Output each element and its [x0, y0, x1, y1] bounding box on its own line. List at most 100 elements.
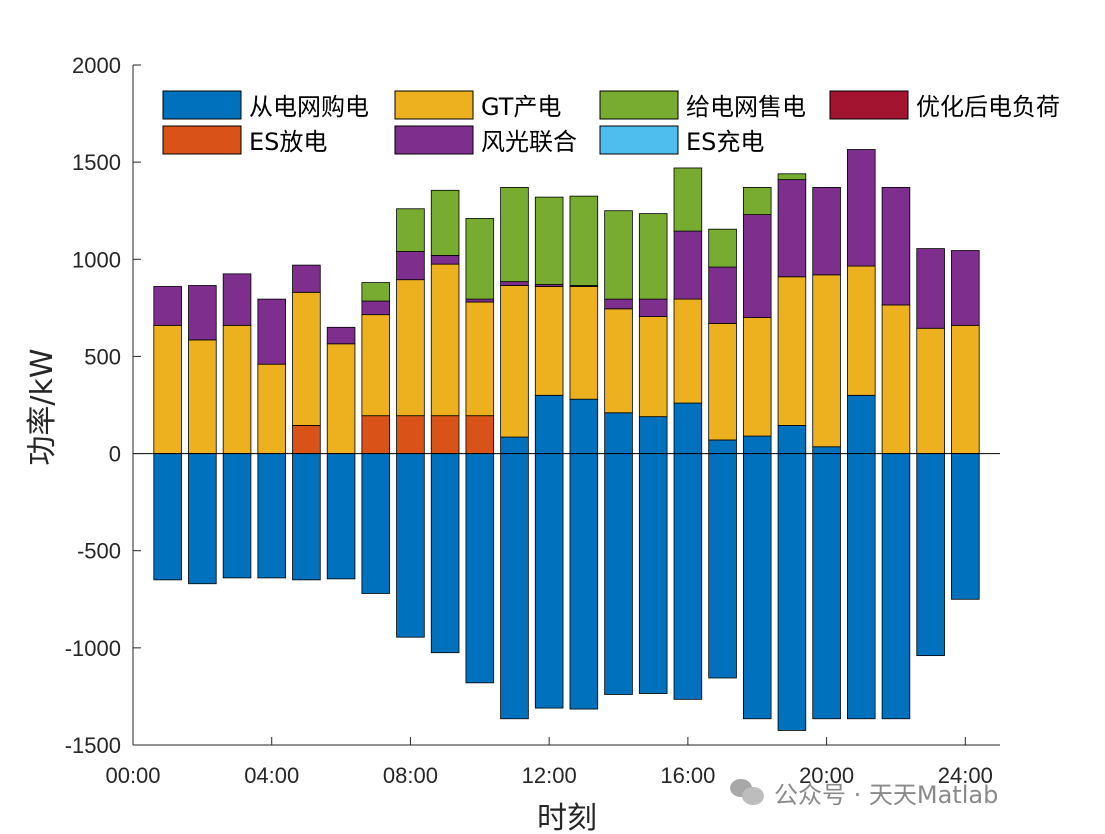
bar-风光联合-1 — [153, 286, 182, 326]
bar-negative-7 — [361, 453, 391, 594]
bar-风光联合-5 — [292, 264, 321, 293]
bar-给电网售电-12 — [534, 196, 564, 285]
bars-group — [153, 149, 980, 731]
bar-ES放电-9 — [430, 415, 460, 454]
legend-label-从电网购电: 从电网购电 — [249, 93, 369, 121]
bar-给电网售电-18 — [742, 186, 772, 215]
bar-给电网售电-8 — [396, 208, 425, 252]
watermark-text: 公众号 · 天天Matlab — [774, 780, 999, 809]
legend: 从电网购电 GT产电 给电网售电 优化后电负荷 ES放电 风光联合 ES充电 — [162, 90, 1060, 156]
bar-风光联合-7 — [361, 300, 391, 316]
bar-风光联合-9 — [430, 254, 460, 265]
bar-从电网购电-12 — [534, 394, 564, 454]
bar-给电网售电-10 — [465, 218, 495, 300]
bar-negative-19 — [777, 453, 807, 731]
bar-negative-16 — [673, 453, 703, 700]
bar-negative-9 — [430, 453, 460, 654]
bar-GT产电-19 — [777, 276, 807, 426]
bar-negative-21 — [847, 453, 876, 720]
bar-GT产电-3 — [222, 324, 252, 454]
legend-swatch-风光联合 — [394, 125, 474, 155]
bar-风光联合-3 — [222, 273, 252, 326]
bar-从电网购电-11 — [500, 436, 529, 454]
bar-negative-6 — [326, 453, 356, 580]
bar-negative-13 — [569, 453, 599, 710]
bar-GT产电-24 — [951, 324, 980, 454]
legend-label-ES放电: ES放电 — [249, 128, 327, 156]
y-tick-label-1000: 1000 — [72, 247, 121, 272]
x-tick-label-8: 08:00 — [383, 763, 438, 788]
bar-GT产电-23 — [916, 327, 945, 454]
x-axis-label: 时刻 — [537, 801, 597, 834]
bar-风光联合-21 — [847, 149, 876, 267]
legend-swatch-优化后电负荷 — [829, 90, 909, 120]
bar-negative-5 — [292, 453, 321, 581]
bar-风光联合-10 — [465, 298, 495, 303]
bar-GT产电-17 — [708, 322, 737, 441]
bar-GT产电-18 — [742, 317, 772, 437]
bar-negative-11 — [500, 453, 529, 720]
bar-风光联合-22 — [881, 186, 911, 306]
x-tick-label-24: 24:00 — [938, 763, 993, 788]
bar-从电网购电-16 — [673, 402, 703, 454]
bar-给电网售电-7 — [361, 282, 391, 302]
bar-风光联合-24 — [951, 250, 980, 326]
bar-风光联合-19 — [777, 179, 807, 278]
bar-negative-2 — [188, 453, 217, 585]
bar-GT产电-8 — [396, 279, 425, 417]
bar-风光联合-20 — [812, 186, 841, 276]
bar-风光联合-11 — [500, 281, 529, 286]
legend-swatch-GT产电 — [394, 90, 474, 120]
bar-GT产电-9 — [430, 263, 460, 417]
bar-给电网售电-15 — [638, 213, 668, 300]
legend-label-给电网售电: 给电网售电 — [686, 93, 806, 121]
legend-swatch-ES放电 — [162, 125, 242, 155]
bar-从电网购电-19 — [777, 424, 807, 454]
bar-风光联合-14 — [604, 298, 633, 310]
bar-negative-17 — [708, 453, 737, 679]
bar-negative-18 — [742, 453, 772, 720]
bar-风光联合-16 — [673, 230, 703, 300]
x-tick-label-16: 16:00 — [660, 763, 715, 788]
watermark: 公众号 · 天天Matlab — [730, 772, 998, 812]
bar-negative-22 — [881, 453, 911, 720]
bar-negative-20 — [812, 453, 841, 720]
bar-GT产电-5 — [292, 291, 321, 426]
y-tick-label-2000: 2000 — [72, 53, 121, 78]
bar-negative-15 — [638, 453, 668, 694]
legend-label-GT产电: GT产电 — [481, 93, 561, 121]
legend-swatch-从电网购电 — [162, 90, 242, 120]
bar-ES放电-8 — [396, 415, 425, 454]
bar-GT产电-21 — [847, 265, 876, 396]
bar-GT产电-2 — [188, 339, 217, 454]
bar-从电网购电-15 — [638, 416, 668, 454]
bar-给电网售电-11 — [500, 186, 529, 283]
bar-从电网购电-14 — [604, 412, 633, 454]
y-axis-label: 功率/kW — [25, 348, 60, 465]
bar-GT产电-7 — [361, 314, 391, 417]
bar-negative-14 — [604, 453, 633, 695]
bar-风光联合-6 — [326, 326, 356, 345]
bar-从电网购电-13 — [569, 398, 599, 454]
bar-风光联合-8 — [396, 251, 425, 281]
bar-从电网购电-20 — [812, 446, 841, 454]
bar-从电网购电-21 — [847, 394, 876, 454]
bar-风光联合-18 — [742, 214, 772, 318]
bar-风光联合-17 — [708, 266, 737, 324]
bar-风光联合-4 — [257, 298, 286, 365]
wechat-icon — [730, 777, 766, 807]
legend-swatch-ES充电 — [599, 125, 679, 155]
bar-给电网售电-19 — [777, 173, 807, 181]
y-tick-label-500: 500 — [84, 344, 121, 369]
bar-GT产电-12 — [534, 286, 564, 396]
bar-GT产电-15 — [638, 316, 668, 418]
y-tick-label--1000: -1000 — [65, 636, 121, 661]
bar-GT产电-4 — [257, 363, 286, 454]
bar-GT产电-1 — [153, 324, 182, 454]
bar-negative-4 — [257, 453, 286, 579]
axes-group: -1500 -1000 -500 0 500 1000 1500 2000 00:00 04:00… — [65, 53, 1000, 788]
legend-label-风光联合: 风光联合 — [481, 128, 577, 156]
bar-GT产电-11 — [500, 285, 529, 438]
bar-GT产电-22 — [881, 304, 911, 454]
